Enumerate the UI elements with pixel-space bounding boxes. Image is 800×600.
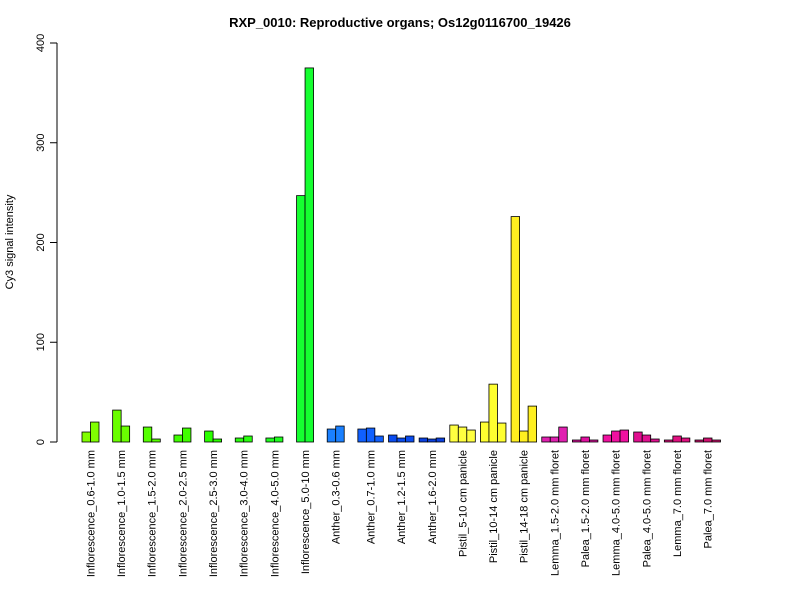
bar bbox=[243, 435, 253, 443]
y-axis-ticks: 0 100 200 300 400 bbox=[35, 34, 57, 445]
category-label: Inflorescence_3.0-4.0 mm bbox=[239, 450, 251, 577]
bar bbox=[435, 437, 446, 443]
category-label: Palea_4.0-5.0 mm floret bbox=[641, 450, 653, 567]
bar bbox=[611, 430, 621, 443]
category-label: Palea_1.5-2.0 mm floret bbox=[580, 450, 592, 567]
bar bbox=[619, 429, 629, 443]
bar bbox=[650, 438, 660, 443]
y-axis-label: Cy3 signal intensity bbox=[4, 194, 16, 289]
bar bbox=[497, 422, 507, 443]
category-label: Inflorescence_2.0-2.5 mm bbox=[177, 450, 189, 577]
bar bbox=[173, 434, 183, 443]
category-label: Anther_0.7-1.0 mm bbox=[365, 450, 377, 544]
category-label: Lemma_7.0 mm floret bbox=[672, 450, 684, 557]
bar bbox=[151, 438, 161, 443]
bar bbox=[396, 437, 406, 443]
bar bbox=[81, 431, 91, 443]
bar bbox=[212, 438, 223, 443]
bar bbox=[326, 428, 337, 443]
bar bbox=[602, 434, 612, 443]
chart-title: RXP_0010: Reproductive organs; Os12g0116… bbox=[229, 15, 571, 30]
bar bbox=[572, 439, 582, 443]
bar-group bbox=[81, 67, 721, 443]
category-label: Anther_0.3-0.6 mm bbox=[331, 450, 343, 544]
bar bbox=[273, 436, 284, 443]
bar bbox=[694, 439, 704, 443]
bar bbox=[641, 434, 652, 443]
category-label: Inflorescence_1.5-2.0 mm bbox=[147, 450, 159, 577]
bar bbox=[418, 437, 429, 443]
category-label: Inflorescence_0.6-1.0 mm bbox=[85, 450, 97, 577]
bar bbox=[90, 421, 100, 443]
bar bbox=[549, 436, 560, 443]
category-label: Inflorescence_4.0-5.0 mm bbox=[269, 450, 281, 577]
bar bbox=[558, 426, 568, 443]
bar bbox=[234, 437, 245, 443]
bar bbox=[296, 195, 306, 443]
bar bbox=[480, 421, 490, 443]
category-label: Inflorescence_5.0-10 mm bbox=[300, 450, 312, 574]
category-label: Inflorescence_2.5-3.0 mm bbox=[208, 450, 220, 577]
y-tick-label: 100 bbox=[35, 333, 47, 351]
category-label: Inflorescence_1.0-1.5 mm bbox=[116, 450, 128, 577]
bar bbox=[449, 424, 459, 443]
y-tick-label: 0 bbox=[35, 439, 47, 445]
bar bbox=[488, 383, 498, 443]
category-label: Anther_1.6-2.0 mm bbox=[427, 450, 439, 544]
bar bbox=[427, 438, 437, 443]
bar bbox=[589, 439, 599, 443]
bar bbox=[357, 428, 367, 443]
bar bbox=[466, 429, 476, 443]
category-labels: Inflorescence_0.6-1.0 mm Inflorescence_1.… bbox=[85, 450, 714, 577]
bar bbox=[663, 439, 674, 443]
y-tick-label: 200 bbox=[35, 233, 47, 251]
bar bbox=[405, 435, 415, 443]
bar bbox=[633, 431, 643, 443]
bar bbox=[457, 426, 468, 443]
category-label: Pistil_5-10 cm panicle bbox=[457, 450, 469, 557]
bar bbox=[711, 439, 721, 443]
bar bbox=[142, 426, 153, 443]
bar bbox=[519, 430, 529, 443]
bar bbox=[374, 435, 384, 443]
bar bbox=[304, 67, 314, 443]
bar bbox=[182, 427, 192, 443]
category-label: Pistil_14-18 cm panicle bbox=[519, 450, 531, 563]
category-label: Pistil_10-14 cm panicle bbox=[488, 450, 500, 563]
category-label: Anther_1.2-1.5 mm bbox=[396, 450, 408, 544]
category-label: Palea_7.0 mm floret bbox=[703, 450, 715, 548]
bar bbox=[112, 409, 122, 443]
bar bbox=[510, 216, 521, 443]
y-tick-label: 300 bbox=[35, 134, 47, 152]
y-tick-label: 400 bbox=[35, 34, 47, 52]
bar bbox=[265, 437, 275, 443]
bar bbox=[527, 405, 537, 443]
bar bbox=[703, 437, 713, 443]
bar bbox=[580, 436, 590, 443]
bar bbox=[541, 436, 551, 443]
bar bbox=[672, 435, 682, 443]
bar bbox=[120, 425, 131, 443]
category-label: Lemma_4.0-5.0 mm floret bbox=[611, 450, 623, 576]
bar bbox=[680, 437, 691, 443]
category-label: Lemma_1.5-2.0 mm floret bbox=[549, 450, 561, 576]
bar bbox=[204, 430, 214, 443]
bar bbox=[335, 425, 345, 443]
bar bbox=[388, 434, 398, 443]
bar bbox=[365, 427, 376, 443]
